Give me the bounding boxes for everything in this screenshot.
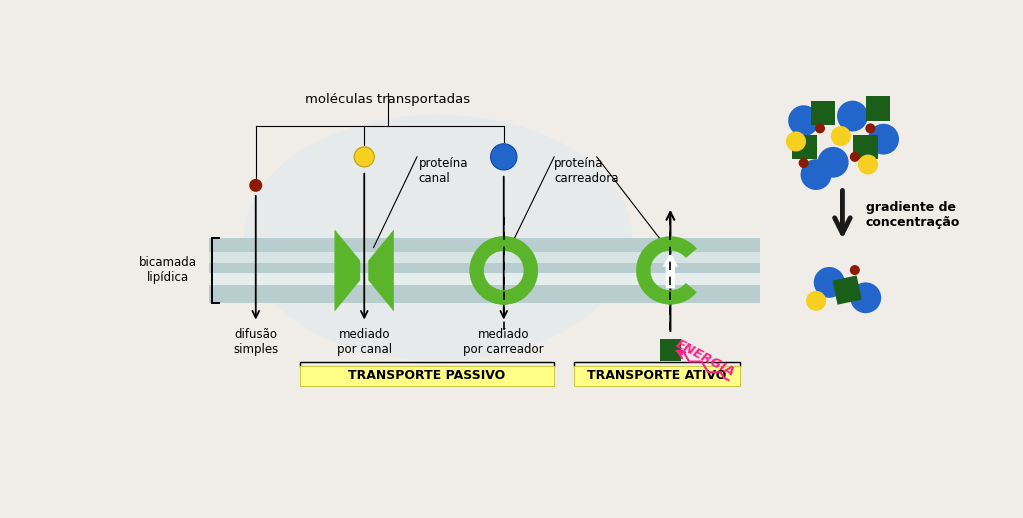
Circle shape <box>806 291 827 311</box>
Bar <box>210 238 759 303</box>
Text: difusão
simples: difusão simples <box>233 328 278 356</box>
Polygon shape <box>663 252 678 289</box>
Bar <box>865 96 890 121</box>
Circle shape <box>817 147 849 178</box>
Text: ENERGIA: ENERGIA <box>673 338 738 380</box>
Circle shape <box>865 123 876 133</box>
Bar <box>210 252 759 263</box>
Text: proteína
carreadora: proteína carreadora <box>554 157 619 185</box>
Circle shape <box>799 158 809 168</box>
Bar <box>810 100 836 125</box>
Text: TRANSPORTE PASSIVO: TRANSPORTE PASSIVO <box>349 369 505 382</box>
Circle shape <box>250 180 262 191</box>
Text: mediado
por canal: mediado por canal <box>337 328 392 356</box>
Ellipse shape <box>244 114 631 361</box>
Bar <box>853 135 878 159</box>
Bar <box>660 339 681 361</box>
Text: bicamada
lipídica: bicamada lipídica <box>139 256 197 284</box>
Circle shape <box>788 105 819 136</box>
Text: TRANSPORTE ATIVO: TRANSPORTE ATIVO <box>587 369 726 382</box>
Text: gradiente de
concentração: gradiente de concentração <box>865 200 960 228</box>
Polygon shape <box>368 230 394 311</box>
Circle shape <box>837 100 868 132</box>
Circle shape <box>850 265 860 275</box>
Circle shape <box>850 152 860 162</box>
Circle shape <box>815 123 825 133</box>
Circle shape <box>813 267 845 298</box>
Text: moléculas transportadas: moléculas transportadas <box>305 93 470 106</box>
Bar <box>210 273 759 285</box>
Polygon shape <box>335 230 360 311</box>
Text: mediado
por carreador: mediado por carreador <box>463 328 544 356</box>
Text: proteína
canal: proteína canal <box>418 157 468 185</box>
Circle shape <box>354 147 374 167</box>
Polygon shape <box>482 237 538 304</box>
Circle shape <box>801 159 832 190</box>
Bar <box>574 366 740 386</box>
Polygon shape <box>470 237 526 304</box>
Circle shape <box>491 144 517 170</box>
Circle shape <box>786 132 806 151</box>
Bar <box>833 276 861 305</box>
Circle shape <box>850 282 881 313</box>
Circle shape <box>831 126 851 146</box>
Bar <box>792 135 816 159</box>
Bar <box>300 366 554 386</box>
Circle shape <box>868 124 899 154</box>
Circle shape <box>858 154 878 175</box>
Polygon shape <box>636 237 697 304</box>
